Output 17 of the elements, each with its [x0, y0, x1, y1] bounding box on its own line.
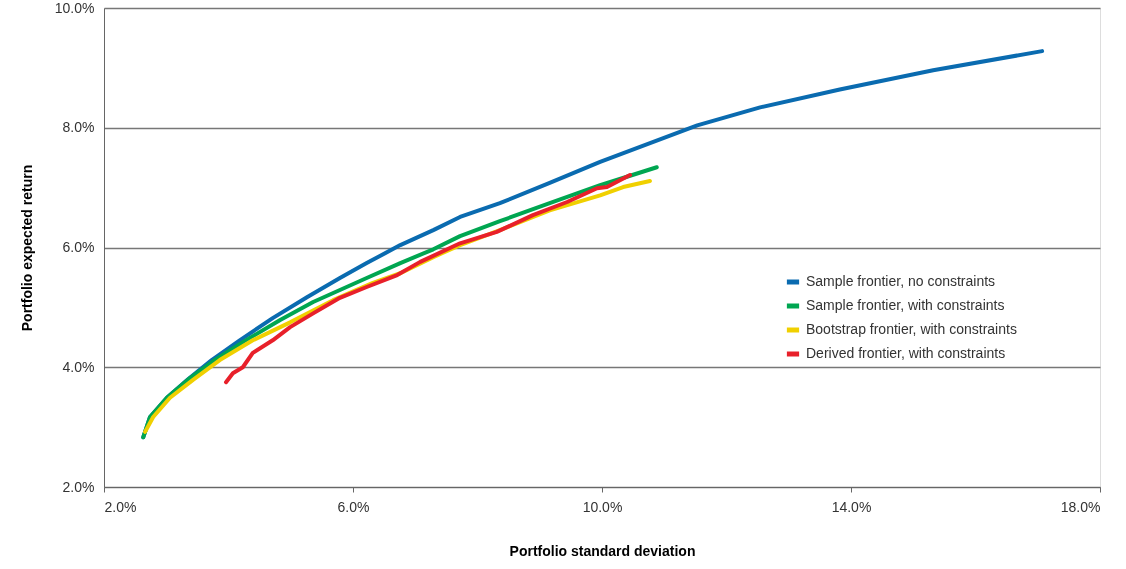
y-tick-label: 8.0% [62, 119, 95, 136]
x-tick-label: 10.0% [582, 498, 623, 515]
legend-label: Bootstrap frontier, with constraints [806, 321, 1017, 337]
x-axis-title: Portfolio standard deviation [509, 542, 696, 559]
y-tick-label: 2.0% [62, 478, 95, 495]
legend-label: Derived frontier, with constraints [806, 345, 1006, 361]
y-axis-title: Portfolio expected return [18, 164, 35, 332]
x-tick-label: 14.0% [831, 498, 872, 515]
x-tick-label: 6.0% [337, 498, 370, 515]
x-tick-label: 2.0% [104, 498, 137, 515]
legend-label: Sample frontier, with constraints [806, 297, 1005, 313]
y-tick-label: 6.0% [62, 239, 95, 255]
y-tick-label: 10.0% [54, 0, 95, 16]
x-tick-label: 18.0% [1060, 498, 1101, 515]
line-series [224, 173, 633, 385]
y-tick-label: 4.0% [62, 358, 95, 375]
legend-label: Sample frontier, no constraints [806, 273, 996, 289]
